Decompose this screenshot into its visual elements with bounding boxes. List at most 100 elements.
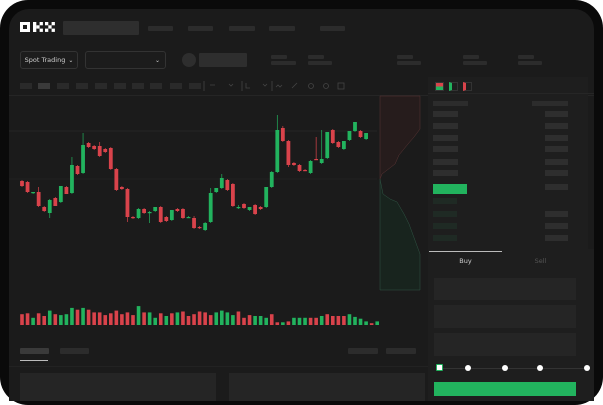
candle <box>242 204 246 208</box>
interval-button[interactable] <box>150 83 162 89</box>
amount-input[interactable] <box>434 305 576 328</box>
volume-bar <box>192 314 196 325</box>
candle <box>192 218 196 228</box>
candle <box>314 159 319 161</box>
ask-size <box>545 184 568 190</box>
info-card <box>229 373 425 401</box>
buy-button[interactable] <box>434 382 576 396</box>
interval-button[interactable] <box>114 83 126 89</box>
volume-bar <box>47 310 52 325</box>
volume-bar <box>103 315 108 325</box>
volume-bar <box>292 317 296 325</box>
chevron-down-icon: ⌄ <box>154 56 160 64</box>
stat-value <box>308 61 332 65</box>
candle <box>236 207 241 209</box>
order-book-view-asks-icon[interactable] <box>463 82 472 91</box>
volume-bar <box>59 315 63 325</box>
buy-tab-underline <box>429 251 502 252</box>
volume-bar <box>242 317 246 325</box>
total-input[interactable] <box>434 333 576 356</box>
candle <box>342 141 346 149</box>
candle <box>75 166 80 174</box>
depth-bid-area <box>379 178 421 291</box>
tab-buy[interactable]: Buy <box>459 257 472 265</box>
volume-bar <box>97 312 102 325</box>
volume-bar <box>269 314 274 325</box>
volume-bar <box>264 317 268 325</box>
interval-button[interactable] <box>20 83 32 89</box>
slider-handle[interactable] <box>436 364 443 371</box>
nav-item[interactable] <box>148 26 173 31</box>
chart-type-icon <box>245 83 250 89</box>
slider-stop[interactable] <box>502 365 508 371</box>
order-book-view-both-icon[interactable] <box>435 82 444 91</box>
candle <box>219 178 224 188</box>
volume-bar <box>158 313 163 325</box>
market-type-dropdown[interactable]: Spot Trading ⌄ <box>20 51 78 69</box>
volume-bar <box>170 313 174 325</box>
volume-bar <box>136 306 141 325</box>
info-card <box>20 373 216 401</box>
volume-bar <box>92 312 96 325</box>
nav-item[interactable] <box>188 26 213 31</box>
chevron-down-icon <box>262 83 268 87</box>
interval-button[interactable] <box>38 83 50 89</box>
candle <box>164 217 169 221</box>
volume-bar <box>231 315 235 325</box>
volume-bar <box>369 323 374 325</box>
volume-bar <box>281 322 285 325</box>
okx-logo[interactable] <box>20 20 58 34</box>
interval-button[interactable] <box>170 83 182 89</box>
price-input[interactable] <box>434 278 576 300</box>
interval-button[interactable] <box>132 83 144 89</box>
nav-item[interactable] <box>229 26 255 31</box>
stat-value <box>463 61 487 65</box>
amount-slider[interactable] <box>436 364 590 371</box>
ask-size <box>545 170 568 176</box>
volume-bar <box>109 313 113 325</box>
fullscreen-icon <box>337 82 345 90</box>
nav-item[interactable] <box>320 26 345 31</box>
ask-price <box>433 170 458 176</box>
slider-stop[interactable] <box>537 365 543 371</box>
filter-button[interactable] <box>348 348 378 354</box>
ask-size <box>545 146 568 152</box>
volume-bar <box>342 316 346 325</box>
interval-button[interactable] <box>76 83 88 89</box>
slider-stop[interactable] <box>584 365 590 371</box>
market-type-label: Spot Trading <box>24 56 66 64</box>
interval-button[interactable] <box>189 83 201 89</box>
pair-dropdown[interactable]: ⌄ <box>85 51 166 69</box>
tab-sell[interactable]: Sell <box>534 257 547 265</box>
stat-value <box>518 61 542 65</box>
order-book-view-bids-icon[interactable] <box>449 82 458 91</box>
interval-button[interactable] <box>57 83 69 89</box>
volume-bar <box>75 309 80 325</box>
nav-item[interactable] <box>269 26 295 31</box>
candle <box>97 146 102 156</box>
volume-bar <box>81 307 85 325</box>
camera-icon <box>308 83 314 89</box>
draw-tool-icon <box>291 82 298 89</box>
candle <box>181 209 185 218</box>
volume-bar <box>325 314 330 325</box>
slider-stop[interactable] <box>465 365 471 371</box>
bid-size <box>545 223 568 229</box>
bid-price <box>433 235 457 241</box>
tab-order-history[interactable] <box>60 348 89 354</box>
interval-button[interactable] <box>95 83 107 89</box>
candlestick-chart[interactable] <box>9 9 429 339</box>
candle <box>303 170 307 172</box>
candle <box>86 143 91 147</box>
tab-open-orders[interactable] <box>20 348 49 354</box>
candle <box>364 133 368 139</box>
filter-button[interactable] <box>386 348 416 354</box>
volume-bar <box>131 315 135 325</box>
volume-bar <box>314 317 318 325</box>
volume-bar <box>220 310 224 325</box>
candle <box>36 192 41 206</box>
ask-price <box>433 135 458 141</box>
candle <box>120 187 124 189</box>
candle <box>347 131 352 140</box>
search-input[interactable] <box>63 21 139 35</box>
